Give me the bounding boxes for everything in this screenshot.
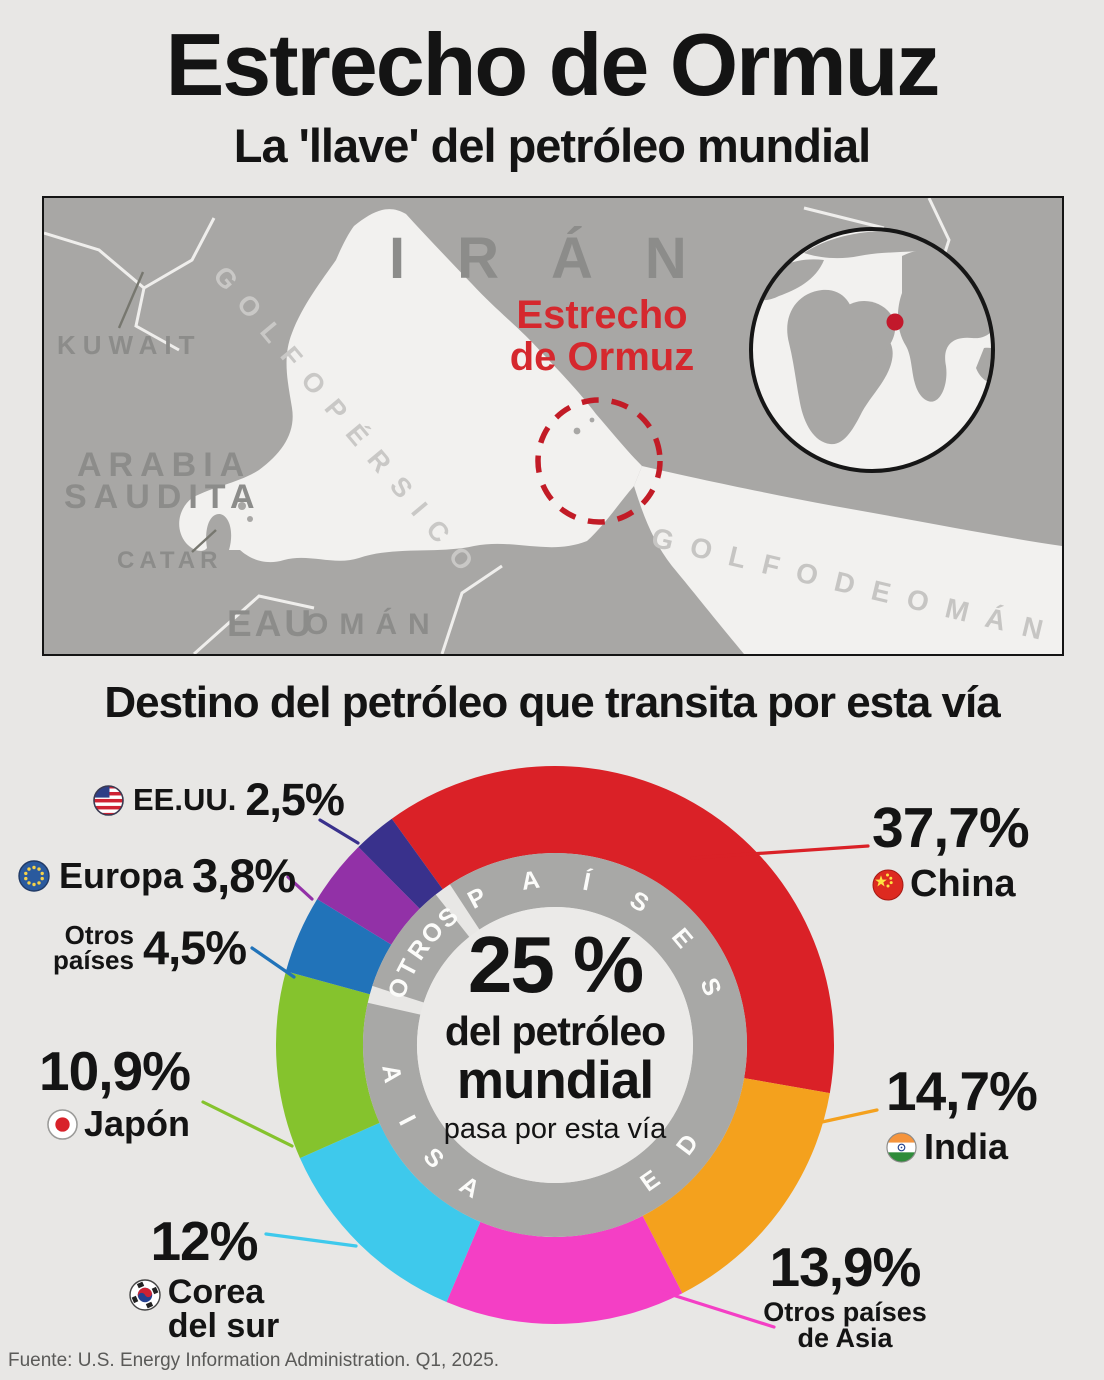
callout-china: 37,7% China xyxy=(872,796,1030,906)
callout-corea: 12% Corea del sur xyxy=(129,1210,279,1343)
europe-flag-icon xyxy=(18,859,50,892)
china-value: 37,7% xyxy=(872,796,1030,860)
japan-flag-icon xyxy=(47,1108,78,1140)
center-value: 25 % xyxy=(467,920,644,1009)
callout-india: 14,7% India xyxy=(886,1060,1038,1168)
corea-line2: del sur xyxy=(167,1307,280,1345)
corea-line1: Corea xyxy=(167,1273,265,1311)
ring-letter: A xyxy=(519,866,541,896)
otros-asia-line2: de Asia xyxy=(797,1322,893,1353)
donut-segment-ee-uu- xyxy=(358,818,443,909)
hormuz-island xyxy=(573,427,581,435)
ring-arc-paises-de-asia xyxy=(363,853,747,1237)
corea-value: 12% xyxy=(150,1210,258,1272)
donut-segment-corea-del-sur xyxy=(299,1122,481,1303)
persian-gulf-map: G O L F O P É R S I C O G O L F O D E O … xyxy=(42,196,1064,656)
ring-arc-otros xyxy=(372,894,470,1004)
callout-usa: EE.UU. 2,5% xyxy=(93,774,345,826)
donut-center-text: 25 % del petróleo mundial pasa por esta … xyxy=(405,925,705,1144)
donut-segment-jap-n xyxy=(276,971,380,1159)
usa-name: EE.UU. xyxy=(133,782,237,817)
donut-segment-india xyxy=(642,1078,830,1294)
japon-name: Japón xyxy=(83,1103,190,1144)
europa-value: 3,8% xyxy=(192,849,296,902)
iran-label: IRÁN xyxy=(389,226,739,291)
donut-center-disc xyxy=(417,907,693,1183)
arabia-saudita-label-1: ARABIA xyxy=(77,446,251,484)
center-line2: del petróleo xyxy=(444,1008,666,1054)
south-korea-flag-icon xyxy=(129,1279,161,1311)
callout-europa: Europa 3,8% xyxy=(18,848,296,903)
callout-otros-asia: 13,9% Otros países de Asia xyxy=(752,1240,938,1351)
small-island xyxy=(247,516,253,522)
usa-value: 2,5% xyxy=(245,774,345,825)
kuwait-label: KUWAIT xyxy=(57,330,202,360)
strait-label-1: Estrecho xyxy=(516,293,687,337)
source-note: Fuente: U.S. Energy Information Administ… xyxy=(8,1350,500,1371)
map-svg: G O L F O P É R S I C O G O L F O D E O … xyxy=(43,197,1062,656)
donut-segment-otros-pa-ses-de-asia xyxy=(446,1215,683,1324)
bahrain-island xyxy=(238,502,246,510)
arabia-saudita-label-2: SAUDITA xyxy=(64,478,262,516)
small-island-2 xyxy=(589,417,595,423)
usa-flag-icon xyxy=(93,784,124,816)
globe-border xyxy=(749,227,995,473)
page-subtitle: La 'llave' del petróleo mundial xyxy=(233,119,871,172)
label-pointers xyxy=(117,271,217,553)
center-line3: mundial xyxy=(456,1051,654,1110)
globe-strait-dot xyxy=(886,313,904,331)
chart-title: Destino del petróleo que transita por es… xyxy=(104,678,1000,727)
persian-gulf-water xyxy=(179,209,643,563)
china-flag-icon xyxy=(872,869,904,900)
otros-paises-name: Otros países xyxy=(53,919,134,975)
india-value: 14,7% xyxy=(886,1060,1038,1122)
country-labels: IRÁN KUWAIT ARABIA SAUDITA CATAR EAU OMÁ… xyxy=(57,226,739,644)
otros-paises-line1: Otros xyxy=(64,919,134,950)
donut-segment-europa xyxy=(317,847,420,945)
oman-label: OMÁN xyxy=(305,607,441,641)
otros-paises-line2: países xyxy=(53,944,134,975)
otros-paises-value: 4,5% xyxy=(142,921,247,974)
otros-asia-line1: Otros países xyxy=(763,1297,927,1327)
callout-otros-paises: Otros países 4,5% xyxy=(53,919,247,975)
center-line4: pasa por esta vía xyxy=(443,1113,667,1145)
china-name: China xyxy=(910,863,1016,905)
strait-label-2: de Ormuz xyxy=(510,335,694,379)
india-flag-icon xyxy=(886,1131,917,1163)
donut-segment-otros-pa-ses xyxy=(285,899,392,995)
corea-name: Corea del sur xyxy=(168,1275,279,1343)
europa-name: Europa xyxy=(59,854,184,896)
india-name: India xyxy=(924,1126,1009,1167)
callout-japon: 10,9% Japón xyxy=(10,1040,191,1145)
otros-asia-value: 13,9% xyxy=(769,1236,922,1298)
eau-label: EAU xyxy=(227,603,314,644)
catar-label: CATAR xyxy=(117,547,222,574)
page-title: Estrecho de Ormuz xyxy=(165,15,941,114)
strait-dashed-circle xyxy=(535,397,663,525)
japon-value: 10,9% xyxy=(39,1040,191,1102)
ring-letter: A xyxy=(376,1063,407,1086)
gulf-of-oman-water xyxy=(634,466,1062,654)
